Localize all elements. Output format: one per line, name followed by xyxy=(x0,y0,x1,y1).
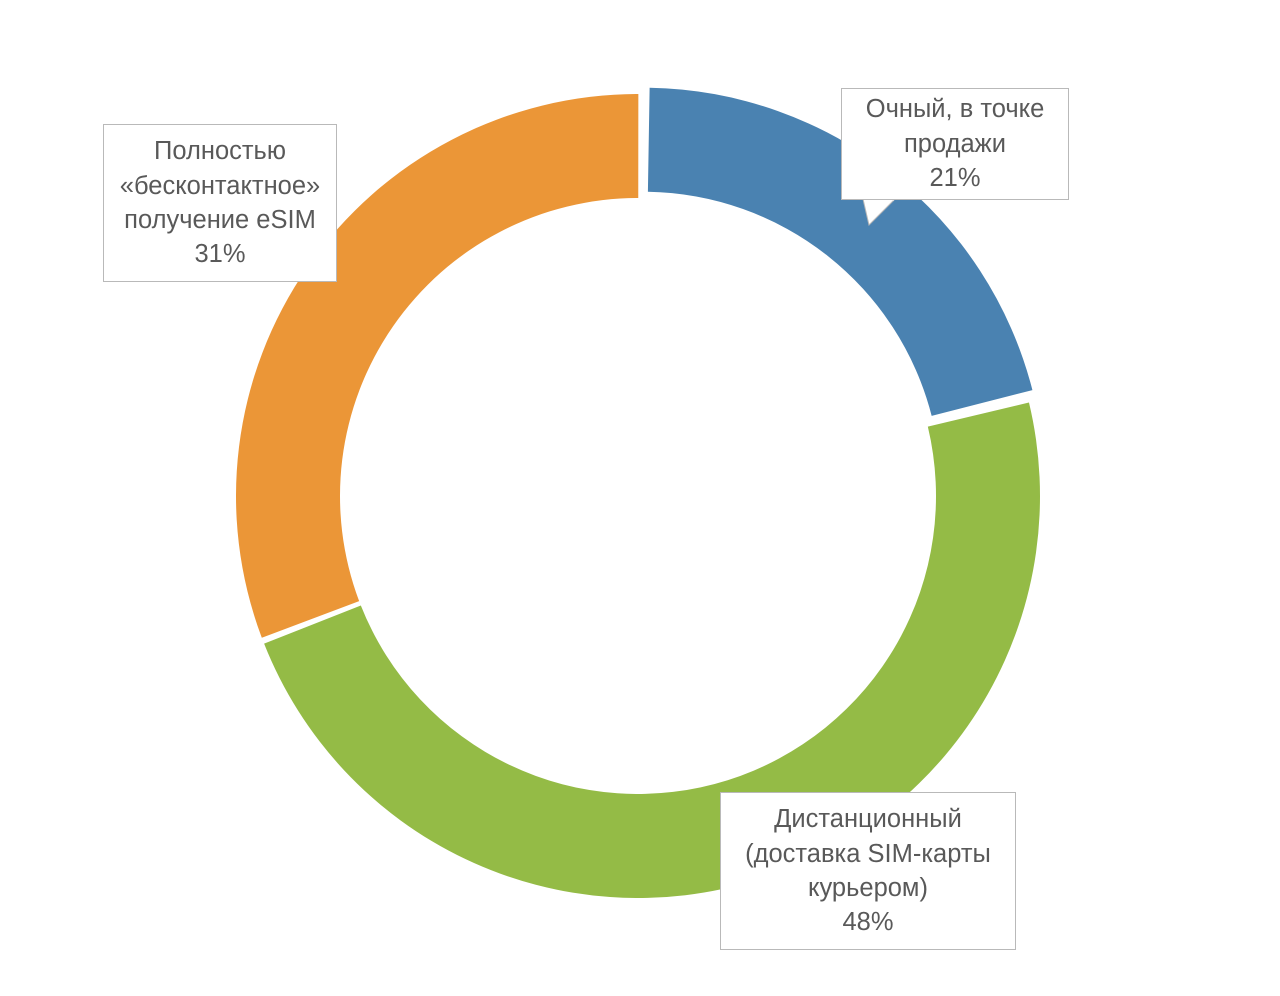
donut-slice-0 xyxy=(648,88,1033,416)
donut-slice-1 xyxy=(264,402,1040,898)
donut-slice-2 xyxy=(236,94,638,638)
donut-chart xyxy=(0,0,1280,996)
